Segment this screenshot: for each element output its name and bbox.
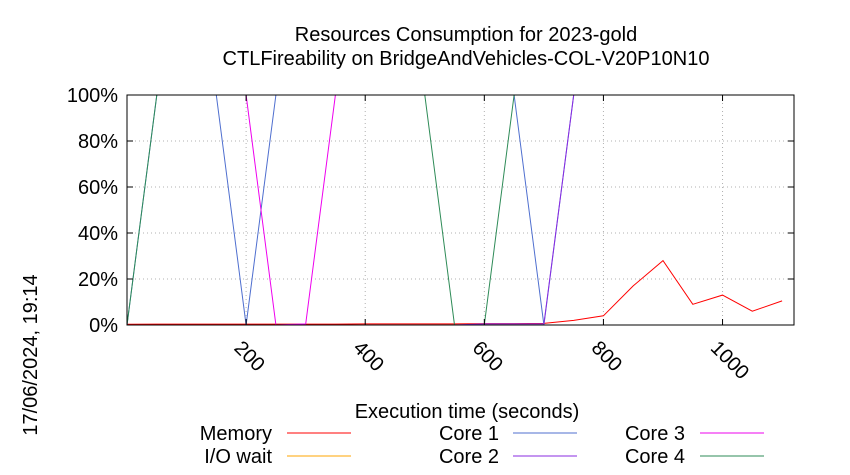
legend-label-core-3: Core 3: [625, 423, 685, 445]
legend-label-memory: Memory: [200, 423, 272, 445]
x-tick-label: 200: [230, 337, 269, 376]
x-axis-label: Execution time (seconds): [355, 401, 580, 423]
x-tick-label: 1000: [706, 337, 753, 384]
y-tick-label: 100%: [67, 85, 118, 107]
series-lines: [126, 94, 783, 326]
x-axis-ticks: 200 400 600 800 1000: [230, 95, 753, 384]
x-tick-label: 600: [468, 337, 507, 376]
y-tick-label: 0%: [89, 315, 118, 337]
chart-title: Resources Consumption for 2023-gold: [295, 24, 637, 46]
x-tick-label: 400: [349, 337, 388, 376]
legend-label-core-2: Core 2: [439, 446, 499, 468]
timestamp-label: 17/06/2024, 19:14: [20, 274, 42, 435]
y-tick-label: 20%: [78, 269, 118, 291]
y-tick-label: 60%: [78, 177, 118, 199]
y-axis-ticks: 0% 20% 40% 60% 80% 100%: [67, 85, 794, 337]
chart-subtitle: CTLFireability on BridgeAndVehicles-COL-…: [223, 48, 710, 70]
x-tick-label: 800: [587, 337, 626, 376]
series-line-core-2: [127, 94, 575, 326]
y-tick-label: 80%: [78, 131, 118, 153]
legend-label-core-4: Core 4: [625, 446, 685, 468]
series-line-memory: [126, 259, 783, 325]
y-tick-label: 40%: [78, 223, 118, 245]
plot-frame: [126, 94, 795, 326]
grid-lines: [127, 95, 794, 325]
legend-label-core-1: Core 1: [439, 423, 499, 445]
legend-label-i-o-wait: I/O wait: [204, 446, 272, 468]
